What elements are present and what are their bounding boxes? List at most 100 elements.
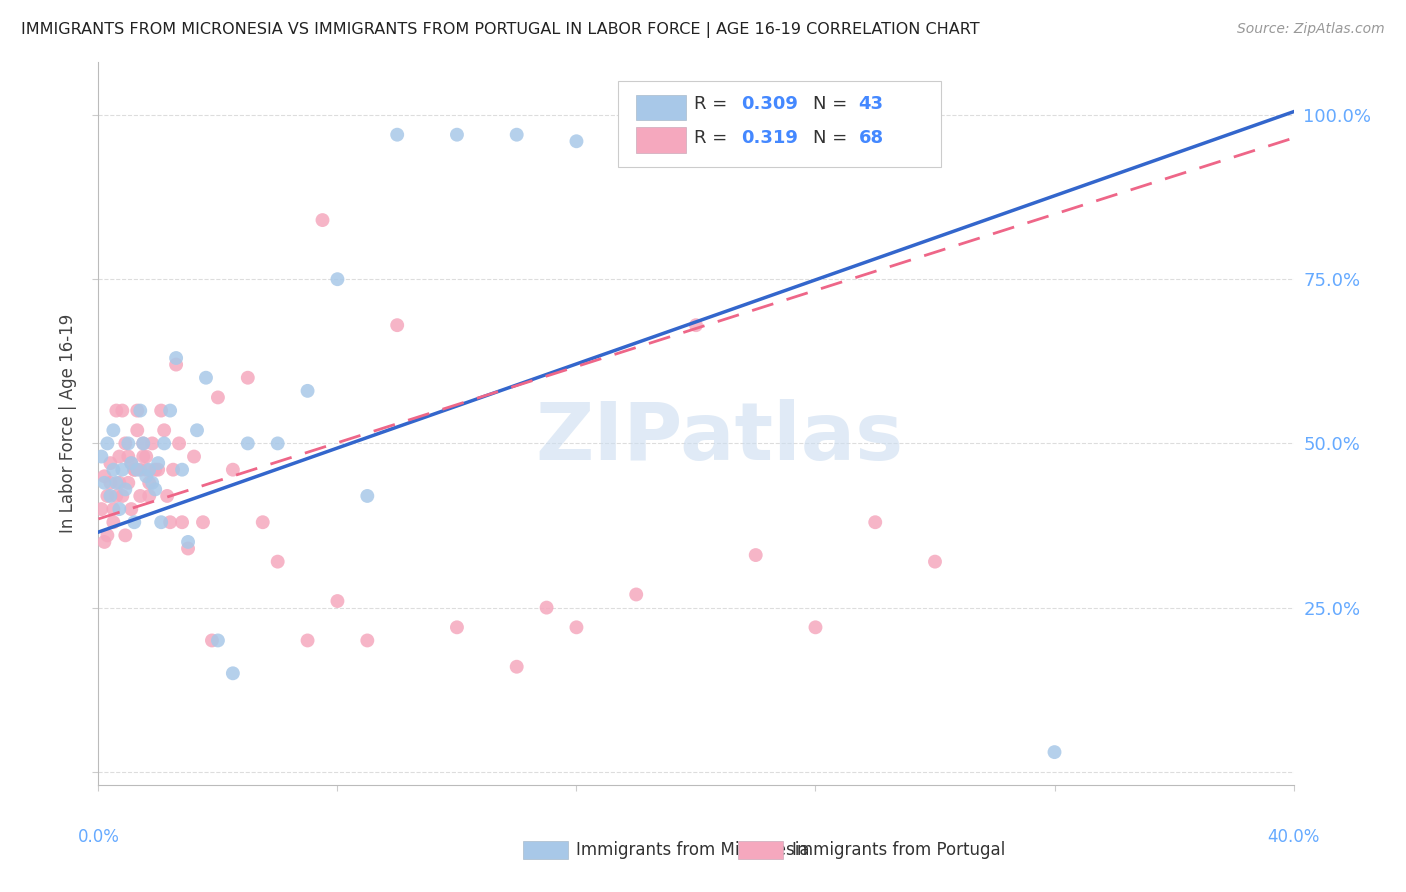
Point — [117, 475, 139, 490]
Point — [108, 450, 131, 464]
Point — [148, 463, 170, 477]
Point — [153, 436, 176, 450]
Point — [156, 489, 179, 503]
Point — [385, 128, 409, 142]
Point — [127, 403, 149, 417]
Point — [129, 463, 152, 477]
Point — [103, 515, 125, 529]
Point — [201, 633, 224, 648]
Point — [141, 436, 163, 450]
Point — [114, 436, 136, 450]
Point — [96, 528, 118, 542]
Point — [565, 134, 588, 148]
Point — [207, 391, 229, 405]
Text: R =: R = — [693, 129, 738, 147]
FancyBboxPatch shape — [738, 840, 783, 859]
Point — [207, 633, 229, 648]
Text: N =: N = — [813, 95, 853, 113]
Point — [117, 450, 139, 464]
Point — [124, 515, 146, 529]
Text: N =: N = — [813, 129, 853, 147]
Point — [103, 423, 125, 437]
Point — [506, 128, 529, 142]
Point — [96, 436, 118, 450]
Point — [745, 548, 768, 562]
Point — [565, 620, 588, 634]
Point — [177, 535, 200, 549]
Point — [98, 475, 122, 490]
Point — [356, 633, 378, 648]
Text: IMMIGRANTS FROM MICRONESIA VS IMMIGRANTS FROM PORTUGAL IN LABOR FORCE | AGE 16-1: IMMIGRANTS FROM MICRONESIA VS IMMIGRANTS… — [21, 22, 980, 38]
FancyBboxPatch shape — [523, 840, 568, 859]
Text: 43: 43 — [859, 95, 883, 113]
Point — [132, 450, 155, 464]
Point — [129, 489, 152, 503]
Point — [124, 463, 146, 477]
Point — [111, 489, 134, 503]
Point — [108, 475, 131, 490]
Point — [186, 423, 208, 437]
Point — [111, 403, 134, 417]
Point — [143, 483, 166, 497]
Text: Source: ZipAtlas.com: Source: ZipAtlas.com — [1237, 22, 1385, 37]
Point — [385, 318, 409, 333]
FancyBboxPatch shape — [619, 80, 941, 167]
Point — [98, 489, 122, 503]
Point — [132, 436, 155, 450]
Text: 0.0%: 0.0% — [77, 829, 120, 847]
Point — [222, 666, 245, 681]
Point — [252, 515, 274, 529]
Point — [132, 436, 155, 450]
Point — [267, 555, 290, 569]
Point — [96, 489, 118, 503]
Point — [98, 456, 122, 470]
Point — [159, 403, 181, 417]
Text: 0.309: 0.309 — [741, 95, 799, 113]
Point — [236, 436, 259, 450]
Point — [124, 463, 146, 477]
Point — [326, 594, 349, 608]
Point — [93, 475, 115, 490]
Text: Immigrants from Portugal: Immigrants from Portugal — [792, 841, 1005, 859]
Point — [135, 469, 157, 483]
Point — [865, 515, 887, 529]
Point — [114, 483, 136, 497]
Point — [804, 620, 827, 634]
Point — [120, 456, 142, 470]
Point — [153, 423, 176, 437]
Point — [105, 475, 128, 490]
Point — [267, 436, 290, 450]
Point — [90, 502, 112, 516]
Point — [141, 475, 163, 490]
Point — [114, 528, 136, 542]
Point — [150, 403, 173, 417]
Text: R =: R = — [693, 95, 733, 113]
Point — [117, 436, 139, 450]
Point — [159, 515, 181, 529]
Point — [297, 384, 319, 398]
Point — [172, 463, 194, 477]
Text: ZIPatlas: ZIPatlas — [536, 399, 904, 477]
Point — [446, 620, 468, 634]
Point — [93, 535, 115, 549]
Text: 40.0%: 40.0% — [1267, 829, 1320, 847]
Text: 68: 68 — [859, 129, 883, 147]
Point — [172, 515, 194, 529]
FancyBboxPatch shape — [637, 128, 686, 153]
Point — [138, 475, 160, 490]
Point — [195, 370, 218, 384]
Point — [297, 633, 319, 648]
Text: 0.319: 0.319 — [741, 129, 799, 147]
Point — [162, 463, 184, 477]
Point — [311, 213, 333, 227]
Point — [356, 489, 378, 503]
Point — [326, 272, 349, 286]
Point — [167, 436, 190, 450]
Point — [108, 502, 131, 516]
Point — [138, 463, 160, 477]
Point — [93, 469, 115, 483]
Point — [135, 450, 157, 464]
Point — [924, 555, 946, 569]
Point — [148, 456, 170, 470]
Point — [446, 128, 468, 142]
